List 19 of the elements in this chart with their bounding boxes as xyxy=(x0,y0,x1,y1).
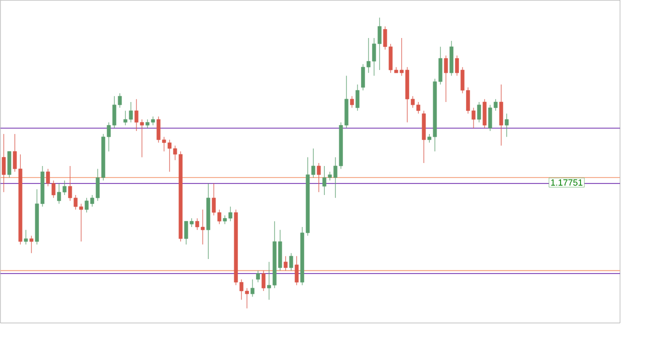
candlestick xyxy=(256,270,260,283)
candlestick xyxy=(444,55,448,102)
candlestick xyxy=(504,113,509,138)
candlestick xyxy=(499,84,504,146)
candlestick xyxy=(250,279,254,298)
candlestick xyxy=(29,235,34,254)
candlestick xyxy=(24,230,28,245)
candlestick xyxy=(262,270,266,292)
candlestick xyxy=(482,98,487,128)
candlestick xyxy=(477,102,482,123)
candlestick xyxy=(350,96,354,108)
candlestick xyxy=(289,252,294,271)
candlestick xyxy=(7,151,12,178)
candlestick xyxy=(356,84,360,112)
text: 1.17751 xyxy=(551,179,582,186)
candlestick xyxy=(284,256,288,271)
candlestick xyxy=(2,134,6,192)
candlestick xyxy=(316,162,321,192)
candlestick xyxy=(294,256,299,286)
